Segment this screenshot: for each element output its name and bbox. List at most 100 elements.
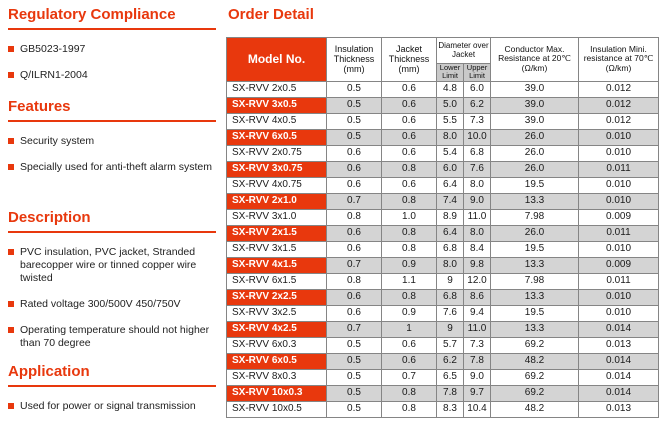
value-cell: 0.010 — [578, 304, 659, 322]
model-cell: SX-RVV 3x2.5 — [226, 304, 327, 322]
value-cell: 0.010 — [578, 288, 659, 306]
value-cell: 0.010 — [578, 128, 659, 146]
value-cell: 0.6 — [381, 144, 437, 162]
value-cell: 13.3 — [490, 288, 579, 306]
bullet-icon — [8, 403, 14, 410]
value-cell: 0.6 — [381, 128, 437, 146]
model-cell: SX-RVV 2x0.75 — [226, 144, 327, 162]
value-cell: 0.8 — [326, 272, 382, 290]
value-cell: 0.013 — [578, 400, 659, 418]
value-cell: 6.0 — [463, 80, 491, 98]
value-cell: 0.5 — [326, 336, 382, 354]
table-row: SX-RVV 8x0.3 0.5 0.7 6.5 9.0 69.2 0.014 — [226, 368, 659, 386]
list-item: Rated voltage 300/500V 450/750V — [8, 298, 216, 311]
list-item: Operating temperature should not higher … — [8, 324, 216, 350]
value-cell: 6.8 — [436, 288, 464, 306]
item-text: Operating temperature should not higher … — [20, 324, 210, 350]
model-cell: SX-RVV 2x1.0 — [226, 192, 327, 210]
model-cell: SX-RVV 10x0.3 — [226, 384, 327, 402]
value-cell: 0.5 — [326, 384, 382, 402]
value-cell: 13.3 — [490, 256, 579, 274]
value-cell: 8.3 — [436, 400, 464, 418]
value-cell: 0.9 — [381, 304, 437, 322]
value-cell: 19.5 — [490, 176, 579, 194]
model-cell: SX-RVV 8x0.3 — [226, 368, 327, 386]
section-title: Application — [8, 363, 216, 388]
value-cell: 0.6 — [326, 144, 382, 162]
list-item: Security system — [8, 135, 216, 148]
table-row: SX-RVV 2x1.5 0.6 0.8 6.4 8.0 26.0 0.011 — [226, 224, 659, 242]
section-items: GB5023-1997 Q/ILRN1-2004 — [8, 43, 216, 82]
value-cell: 8.9 — [436, 208, 464, 226]
list-item: GB5023-1997 — [8, 43, 216, 56]
model-cell: SX-RVV 6x0.3 — [226, 336, 327, 354]
value-cell: 7.8 — [436, 384, 464, 402]
value-cell: 9 — [436, 272, 464, 290]
col-header-jacket-thickness: Jacket Thickness (mm) — [381, 37, 437, 82]
model-cell: SX-RVV 2x2.5 — [226, 288, 327, 306]
order-table-body: SX-RVV 2x0.5 0.5 0.6 4.8 6.0 39.0 0.012 SX-RVV … — [226, 80, 659, 418]
value-cell: 13.3 — [490, 192, 579, 210]
value-cell: 7.8 — [463, 352, 491, 370]
item-text: Specially used for anti-theft alarm syst… — [20, 161, 212, 174]
value-cell: 0.6 — [381, 80, 437, 98]
value-cell: 0.6 — [381, 352, 437, 370]
model-cell: SX-RVV 10x0.5 — [226, 400, 327, 418]
value-cell: 26.0 — [490, 224, 579, 242]
model-cell: SX-RVV 6x0.5 — [226, 128, 327, 146]
value-cell: 0.011 — [578, 160, 659, 178]
table-row: SX-RVV 3x1.0 0.8 1.0 8.9 11.0 7.98 0.009 — [226, 208, 659, 226]
item-text: Q/ILRN1-2004 — [20, 69, 88, 82]
value-cell: 26.0 — [490, 128, 579, 146]
value-cell: 0.014 — [578, 368, 659, 386]
bullet-icon — [8, 300, 14, 307]
value-cell: 1.0 — [381, 208, 437, 226]
bullet-icon — [8, 46, 14, 52]
value-cell: 0.014 — [578, 352, 659, 370]
value-cell: 6.4 — [436, 224, 464, 242]
item-text: Rated voltage 300/500V 450/750V — [20, 297, 181, 310]
value-cell: 8.4 — [463, 240, 491, 258]
value-cell: 0.6 — [326, 160, 382, 178]
value-cell: 0.010 — [578, 192, 659, 210]
value-cell: 5.7 — [436, 336, 464, 354]
value-cell: 7.4 — [436, 192, 464, 210]
model-cell: SX-RVV 3x0.5 — [226, 96, 327, 114]
value-cell: 0.6 — [381, 176, 437, 194]
value-cell: 19.5 — [490, 240, 579, 258]
value-cell: 0.6 — [326, 224, 382, 242]
value-cell: 39.0 — [490, 112, 579, 130]
table-row: SX-RVV 6x0.3 0.5 0.6 5.7 7.3 69.2 0.013 — [226, 336, 659, 354]
table-row: SX-RVV 3x0.75 0.6 0.8 6.0 7.6 26.0 0.011 — [226, 160, 659, 178]
value-cell: 10.4 — [463, 400, 491, 418]
value-cell: 0.010 — [578, 144, 659, 162]
table-row: SX-RVV 2x2.5 0.6 0.8 6.8 8.6 13.3 0.010 — [226, 288, 659, 306]
value-cell: 0.7 — [326, 192, 382, 210]
value-cell: 9 — [436, 320, 464, 338]
col-header-insulation-resistance: Insulation Mini. resistance at 70℃ (Ω/km… — [578, 37, 659, 82]
value-cell: 8.6 — [463, 288, 491, 306]
section-description: Description PVC insulation, PVC jacket, … — [8, 209, 216, 351]
value-cell: 0.5 — [326, 112, 382, 130]
model-cell: SX-RVV 3x1.0 — [226, 208, 327, 226]
list-item: Q/ILRN1-2004 — [8, 69, 216, 82]
model-cell: SX-RVV 3x1.5 — [226, 240, 327, 258]
value-cell: 0.014 — [578, 320, 659, 338]
table-row: SX-RVV 10x0.5 0.5 0.8 8.3 10.4 48.2 0.013 — [226, 400, 659, 418]
section-application: Application Used for power or signal tra… — [8, 363, 216, 413]
value-cell: 9.0 — [463, 192, 491, 210]
value-cell: 0.5 — [326, 368, 382, 386]
col-header-upper-limit: Upper Limit — [463, 63, 491, 82]
value-cell: 8.0 — [436, 128, 464, 146]
page-title: Order Detail — [228, 6, 314, 23]
value-cell: 8.0 — [463, 176, 491, 194]
table-row: SX-RVV 4x1.5 0.7 0.9 8.0 9.8 13.3 0.009 — [226, 256, 659, 274]
value-cell: 7.3 — [463, 112, 491, 130]
table-row: SX-RVV 3x0.5 0.5 0.6 5.0 6.2 39.0 0.012 — [226, 96, 659, 114]
table-row: SX-RVV 10x0.3 0.5 0.8 7.8 9.7 69.2 0.014 — [226, 384, 659, 402]
table-row: SX-RVV 6x1.5 0.8 1.1 9 12.0 7.98 0.011 — [226, 272, 659, 290]
value-cell: 0.5 — [326, 352, 382, 370]
model-cell: SX-RVV 6x0.5 — [226, 352, 327, 370]
value-cell: 6.2 — [463, 96, 491, 114]
model-cell: SX-RVV 2x1.5 — [226, 224, 327, 242]
